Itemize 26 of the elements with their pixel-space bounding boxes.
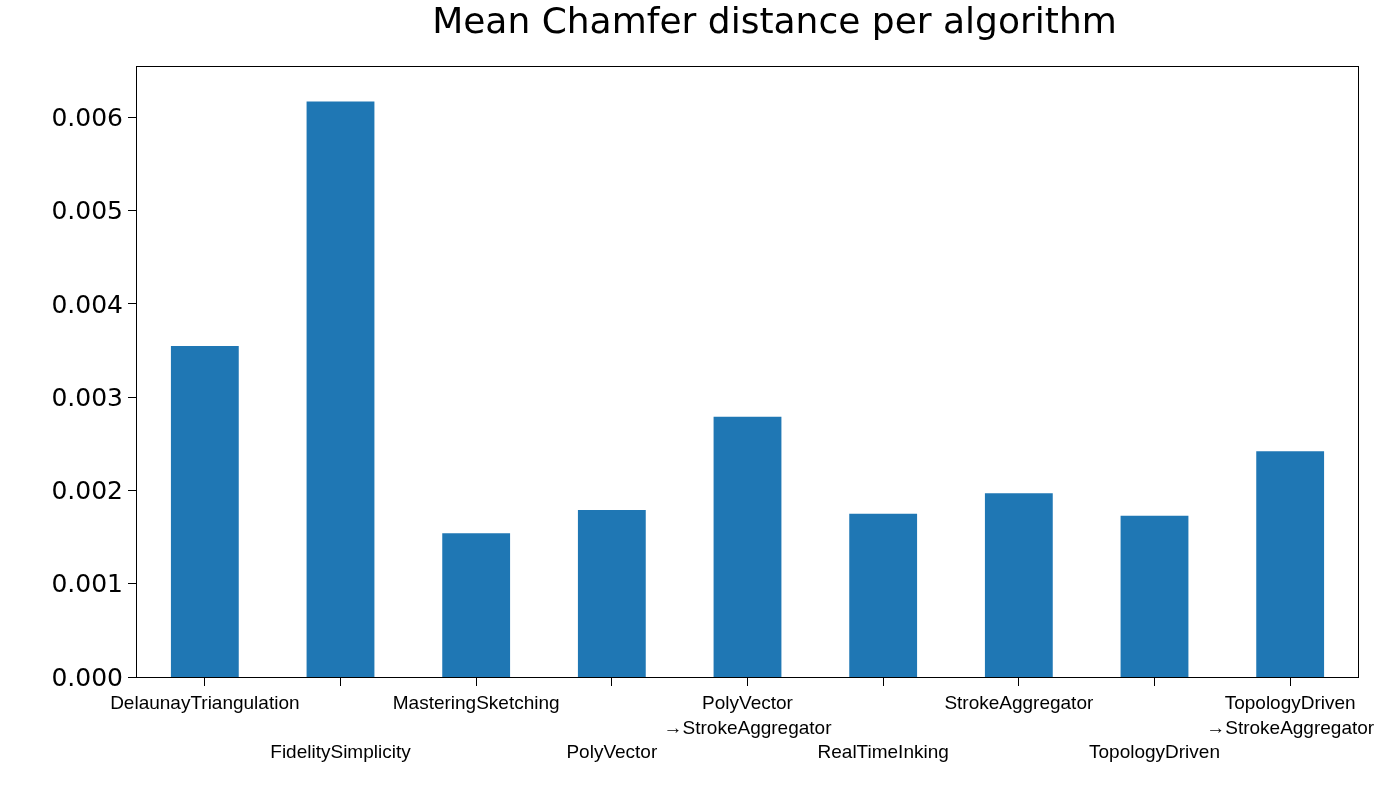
bar — [442, 533, 511, 677]
y-tick-label: 0.004 — [51, 289, 123, 319]
x-tick-label: PolyVector — [566, 741, 658, 763]
x-tick-label: StrokeAggregator — [944, 691, 1094, 713]
x-tick-label: PolyVector →StrokeAggregator — [663, 691, 833, 738]
x-tick-label: RealTimeInking — [817, 741, 949, 763]
y-tick-label: 0.001 — [51, 569, 123, 599]
x-tick-label: MasteringSketching — [392, 691, 560, 713]
x-tick-label: DelaunayTriangulation — [110, 691, 300, 713]
bar — [577, 510, 646, 677]
x-tick-label: TopologyDriven →StrokeAggregator — [1206, 691, 1375, 738]
bar — [849, 513, 918, 677]
bar — [713, 416, 782, 677]
x-tick-label: TopologyDriven — [1089, 741, 1220, 763]
bar — [306, 101, 375, 677]
bar — [170, 345, 239, 677]
y-tick-label: 0.006 — [51, 103, 123, 133]
bar — [1120, 515, 1189, 677]
y-tick-label: 0.000 — [51, 662, 123, 692]
x-tick-label: FidelitySimplicity — [270, 741, 412, 763]
bar — [1256, 451, 1325, 677]
chart-title: Mean Chamfer distance per algorithm — [432, 0, 1117, 42]
y-tick-label: 0.002 — [51, 476, 123, 506]
y-tick-label: 0.003 — [51, 382, 123, 412]
bar — [984, 493, 1053, 677]
y-tick-label: 0.005 — [51, 196, 123, 226]
